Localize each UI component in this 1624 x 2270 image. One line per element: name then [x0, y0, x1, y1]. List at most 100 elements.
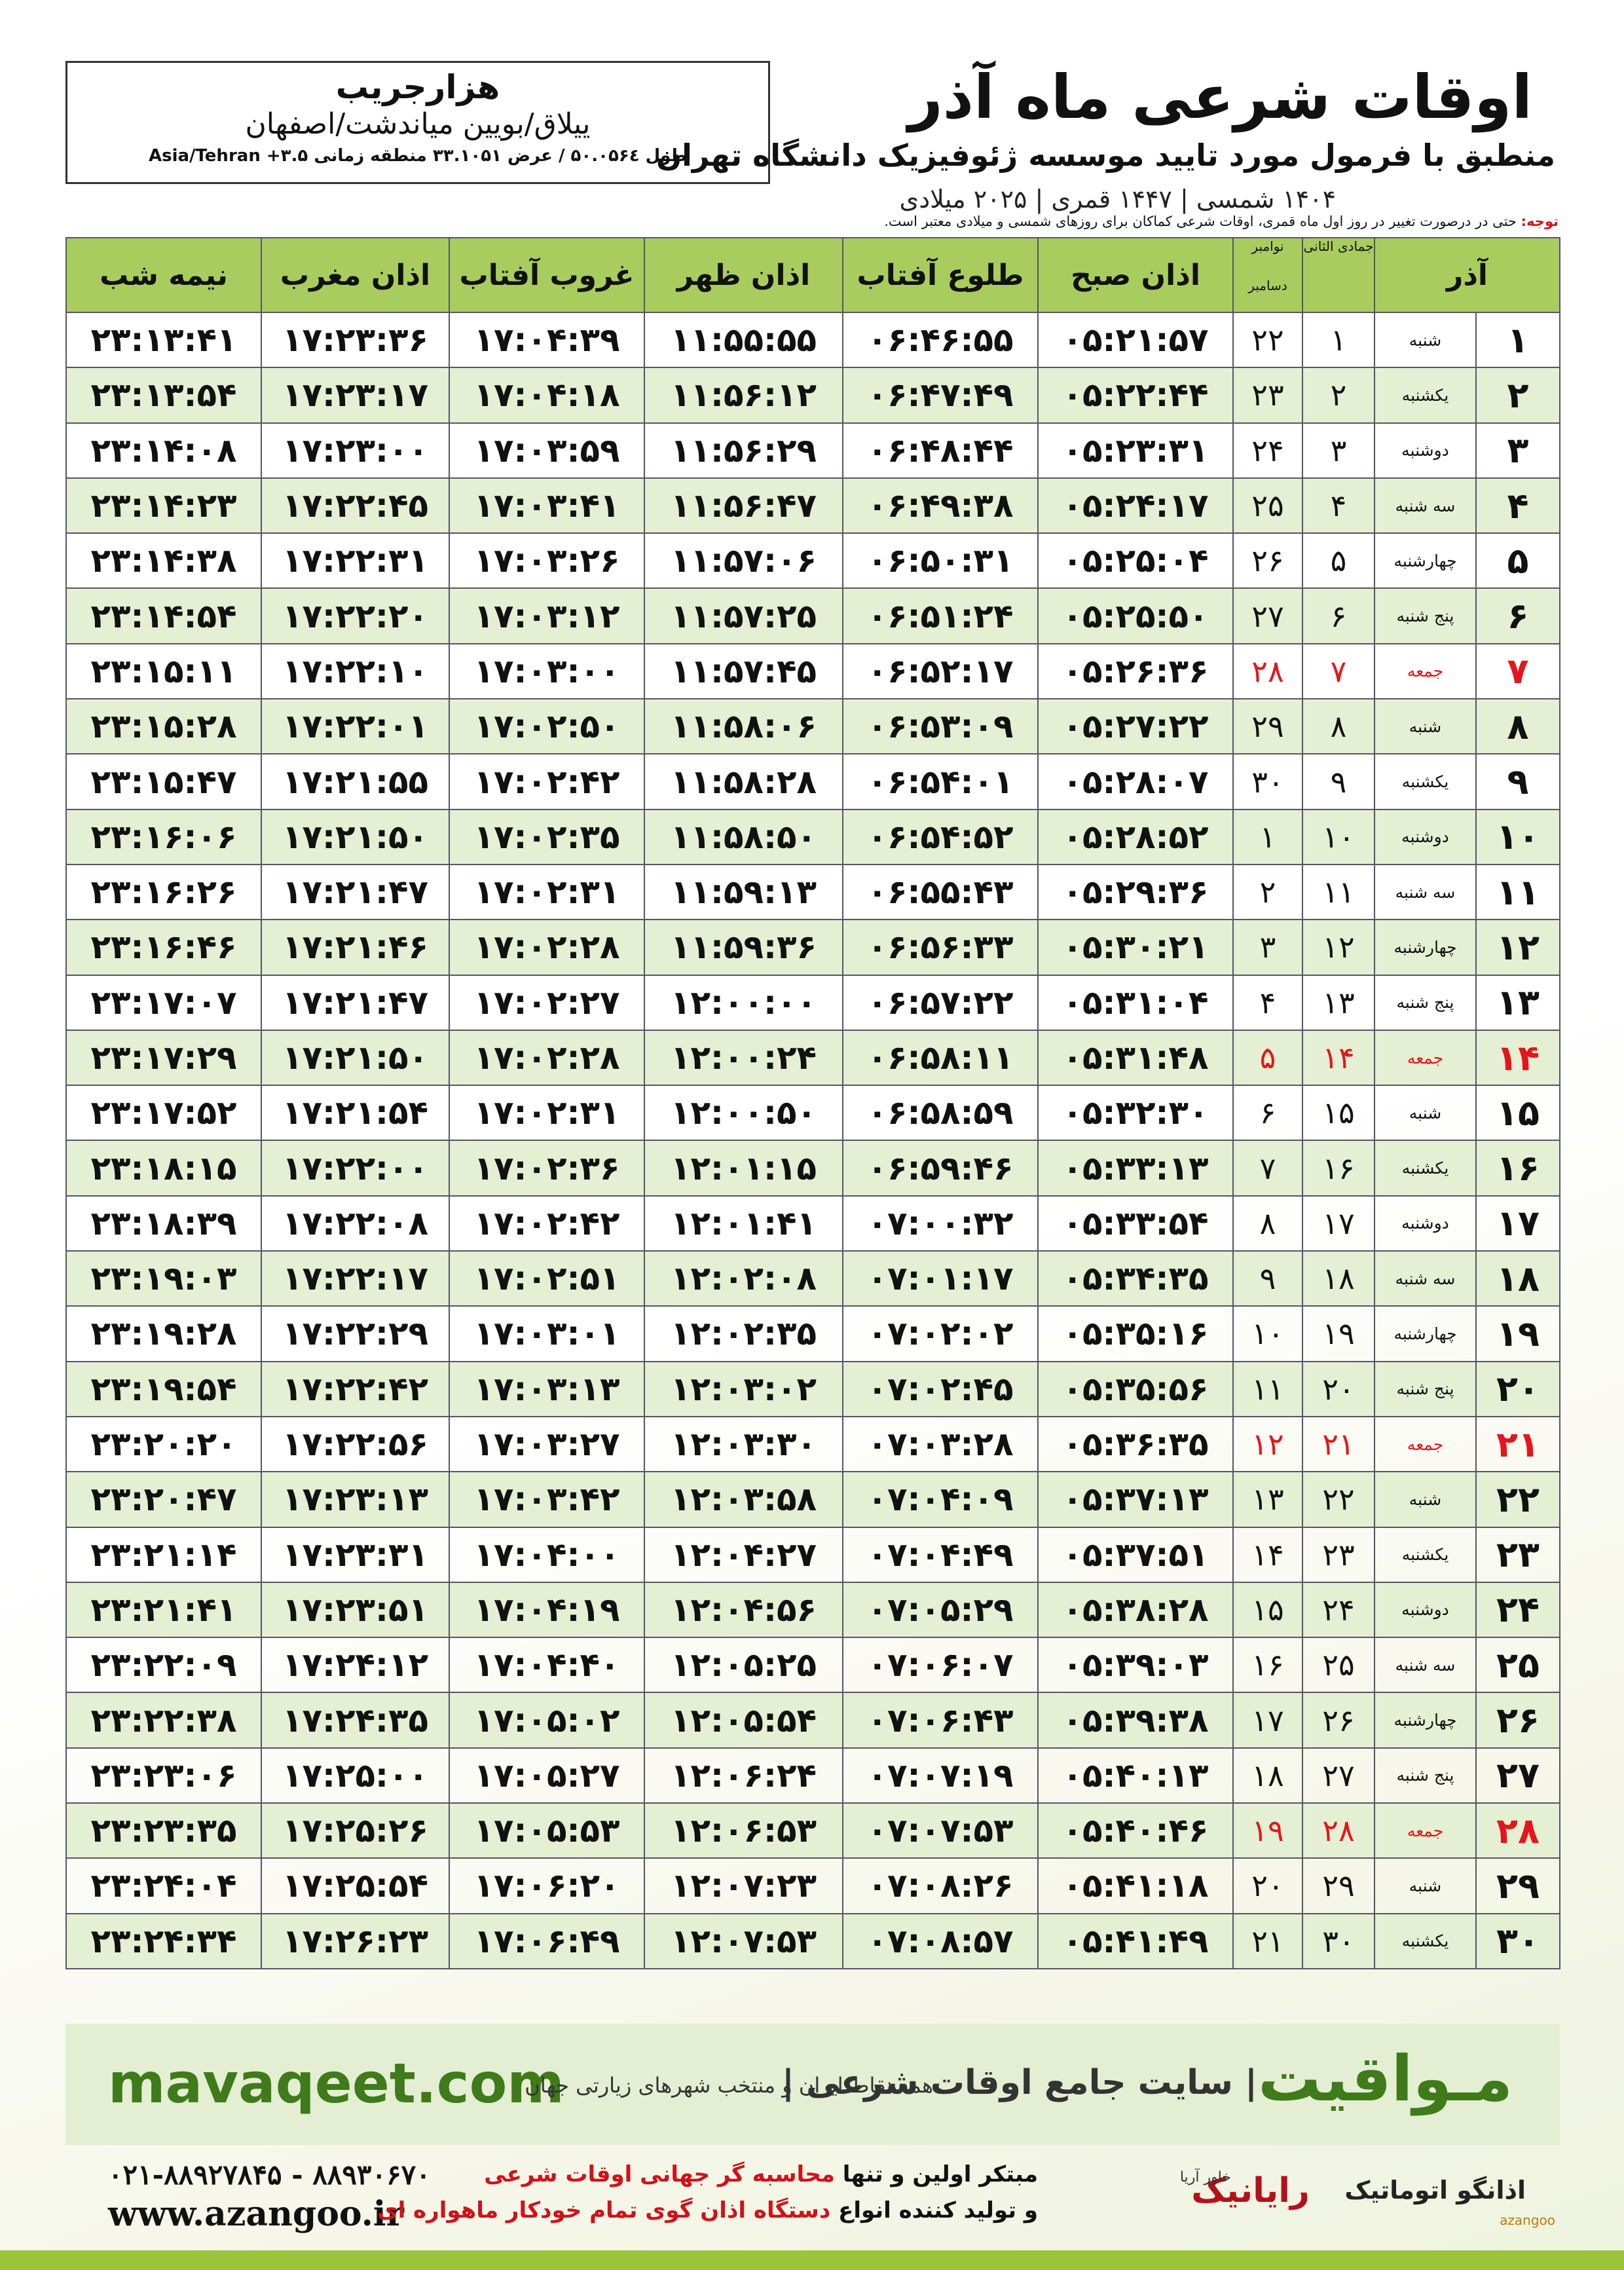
fajr: ۰۵:۲۳:۳۱ [1037, 422, 1234, 479]
sunset: ۱۷:۰۲:۳۱ [449, 1085, 645, 1142]
dhuhr: ۱۲:۰۷:۲۳ [644, 1857, 843, 1914]
brand: مـواقیت [1257, 2042, 1513, 2115]
sunrise: ۰۷:۰۴:۴۹ [842, 1526, 1039, 1583]
day-row: ۱۵ شنبه ۱۵ ۶ ۰۵:۳۲:۳۰ ۰۶:۵۸:۵۹ ۱۲:۰۰:۵۰ ۱۷:۰۲:۳… [65, 1085, 1560, 1142]
weekday: یکشنبه [1374, 367, 1477, 424]
maghrib: ۱۷:۲۲:۱۰ [261, 642, 450, 700]
sunset: ۱۷:۰۶:۲۰ [449, 1857, 645, 1914]
sunrise: ۰۷:۰۷:۵۳ [842, 1802, 1039, 1859]
gregorian-day: ۱۰ [1232, 1305, 1303, 1362]
midnight: ۲۳:۱۵:۲۸ [65, 698, 262, 755]
sunrise: ۰۷:۰۶:۰۷ [842, 1637, 1039, 1694]
hijri-day: ۲۰ [1302, 1360, 1375, 1417]
midnight: ۲۳:۱۳:۵۴ [65, 367, 262, 424]
dhuhr: ۱۱:۵۶:۱۲ [644, 367, 843, 424]
midnight: ۲۳:۲۳:۳۵ [65, 1802, 262, 1859]
day-row: ۱۴ جمعه ۱۴ ۵ ۰۵:۳۱:۴۸ ۰۶:۵۸:۱۱ ۱۲:۰۰:۲۴ ۱۷:۰۲:۲… [65, 1029, 1560, 1087]
dhuhr: ۱۱:۵۸:۲۸ [644, 753, 843, 810]
maghrib: ۱۷:۲۲:۴۵ [261, 477, 450, 534]
sunset: ۱۷:۰۳:۵۹ [449, 422, 645, 479]
midnight: ۲۳:۱۷:۰۷ [65, 974, 262, 1031]
midnight: ۲۳:۲۴:۳۴ [65, 1912, 262, 1969]
gregorian-day: ۱۳ [1232, 1471, 1303, 1528]
day-row: ۲۷ پنج شنبه ۲۷ ۱۸ ۰۵:۴۰:۱۳ ۰۷:۰۷:۱۹ ۱۲:۰۶:۲۴ ۱۷… [65, 1747, 1560, 1804]
weekday: چهارشنبه [1374, 1305, 1477, 1362]
sunrise: ۰۶:۴۶:۵۵ [842, 311, 1039, 369]
column-header: اذان ظهر [644, 237, 843, 313]
gregorian-day: ۱۹ [1232, 1802, 1303, 1859]
gregorian-day: ۷ [1232, 1140, 1303, 1197]
sunrise: ۰۷:۰۰:۳۲ [842, 1195, 1039, 1252]
day-row: ۲۸ جمعه ۲۸ ۱۹ ۰۵:۴۰:۴۶ ۰۷:۰۷:۵۳ ۱۲:۰۶:۵۳ ۱۷:۰۵:… [65, 1802, 1560, 1859]
logo-sub: azangoo [1500, 2212, 1555, 2228]
day-row: ۷ جمعه ۷ ۲۸ ۰۵:۲۶:۳۶ ۰۶:۵۲:۱۷ ۱۱:۵۷:۴۵ ۱۷:۰۳:۰۰… [65, 642, 1560, 700]
sunset: ۱۷:۰۳:۰۰ [449, 642, 645, 700]
sunset: ۱۷:۰۳:۱۳ [449, 1360, 645, 1417]
dhuhr: ۱۲:۰۵:۵۴ [644, 1692, 843, 1749]
midnight: ۲۳:۱۹:۵۴ [65, 1360, 262, 1417]
weekday: شنبه [1374, 311, 1477, 369]
day: ۲۷ [1475, 1747, 1560, 1804]
bottom-bar [0, 2250, 1624, 2270]
gregorian-day: ۲۰ [1232, 1857, 1303, 1914]
midnight: ۲۳:۱۴:۳۸ [65, 532, 262, 589]
sunset: ۱۷:۰۲:۳۵ [449, 808, 645, 865]
phone: ۰۲۱-۸۸۹۲۷۸۴۵ - ۸۸۹۳۰۶۷۰ [108, 2159, 431, 2191]
day: ۱ [1475, 311, 1560, 369]
day-row: ۱۶ یکشنبه ۱۶ ۷ ۰۵:۳۳:۱۳ ۰۶:۵۹:۴۶ ۱۲:۰۱:۱۵ ۱۷:۰۲… [65, 1140, 1560, 1197]
day: ۶ [1475, 587, 1560, 644]
gregorian-day: ۲۸ [1232, 642, 1303, 700]
weekday: سه شنبه [1374, 477, 1477, 534]
weekday: جمعه [1374, 642, 1477, 700]
site: mavaqeet.com [108, 2051, 564, 2115]
hijri-day: ۳ [1302, 422, 1375, 479]
day-row: ۲۶ چهارشنبه ۲۶ ۱۷ ۰۵:۳۹:۳۸ ۰۷:۰۶:۴۳ ۱۲:۰۵:۵۴ ۱۷… [65, 1692, 1560, 1749]
day-row: ۲۲ شنبه ۲۲ ۱۳ ۰۵:۳۷:۱۳ ۰۷:۰۴:۰۹ ۱۲:۰۳:۵۸ ۱۷:۰۳:… [65, 1471, 1560, 1528]
sunset: ۱۷:۰۵:۲۷ [449, 1747, 645, 1804]
fajr: ۰۵:۴۱:۴۹ [1037, 1912, 1234, 1969]
dhuhr: ۱۲:۰۶:۵۳ [644, 1802, 843, 1859]
column-header: اذان صبح [1037, 237, 1234, 313]
fajr: ۰۵:۳۰:۲۱ [1037, 919, 1234, 976]
sunset: ۱۷:۰۲:۴۲ [449, 753, 645, 810]
day: ۱۶ [1475, 1140, 1560, 1197]
fajr: ۰۵:۳۲:۳۰ [1037, 1085, 1234, 1142]
hijri-day: ۵ [1302, 532, 1375, 589]
day: ۹ [1475, 753, 1560, 810]
weekday: شنبه [1374, 698, 1477, 755]
day-row: ۶ پنج شنبه ۶ ۲۷ ۰۵:۲۵:۵۰ ۰۶:۵۱:۲۴ ۱۱:۵۷:۲۵ ۱۷:۰… [65, 587, 1560, 644]
day: ۷ [1475, 642, 1560, 700]
logo-sub: خاور آریا [1179, 2169, 1231, 2186]
gregorian-day: ۲۶ [1232, 532, 1303, 589]
hijri-day: ۱۰ [1302, 808, 1375, 865]
midnight: ۲۳:۱۹:۰۳ [65, 1250, 262, 1307]
dhuhr: ۱۲:۰۱:۴۱ [644, 1195, 843, 1252]
sunset: ۱۷:۰۵:۰۲ [449, 1692, 645, 1749]
note-text: حتی در درصورت تغییر در روز اول ماه قمری،… [884, 214, 1517, 229]
day-row: ۱۲ چهارشنبه ۱۲ ۳ ۰۵:۳۰:۲۱ ۰۶:۵۶:۳۳ ۱۱:۵۹:۳۶ ۱۷:… [65, 919, 1560, 976]
day: ۱۵ [1475, 1085, 1560, 1142]
dhuhr: ۱۲:۰۲:۰۸ [644, 1250, 843, 1307]
sunrise: ۰۶:۵۳:۰۹ [842, 698, 1039, 755]
fajr: ۰۵:۲۷:۲۲ [1037, 698, 1234, 755]
sunrise: ۰۷:۰۱:۱۷ [842, 1250, 1039, 1307]
sunrise: ۰۶:۴۸:۴۴ [842, 422, 1039, 479]
sunset: ۱۷:۰۲:۵۰ [449, 698, 645, 755]
sunset: ۱۷:۰۳:۴۲ [449, 1471, 645, 1528]
dhuhr: ۱۲:۰۴:۵۶ [644, 1581, 843, 1639]
logo: رایانیک [1191, 2171, 1310, 2210]
hijri-day: ۱۴ [1302, 1029, 1375, 1087]
weekday: جمعه [1374, 1415, 1477, 1473]
fajr: ۰۵:۲۲:۴۴ [1037, 367, 1234, 424]
fajr: ۰۵:۳۶:۳۵ [1037, 1415, 1234, 1473]
column-header-bottom: دسامبر [1248, 278, 1287, 293]
table-body: ۱ شنبه ۱ ۲۲ ۰۵:۲۱:۵۷ ۰۶:۴۶:۵۵ ۱۱:۵۵:۵۵ ۱۷:۰۴:۳۹… [65, 311, 1560, 1969]
midnight: ۲۳:۱۳:۴۱ [65, 311, 262, 369]
hijri-day: ۲۴ [1302, 1581, 1375, 1639]
maghrib: ۱۷:۲۳:۳۶ [261, 311, 450, 369]
midnight: ۲۳:۱۷:۵۲ [65, 1085, 262, 1142]
day-row: ۱۹ چهارشنبه ۱۹ ۱۰ ۰۵:۳۵:۱۶ ۰۷:۰۲:۰۲ ۱۲:۰۲:۳۵ ۱۷… [65, 1305, 1560, 1362]
weekday: یکشنبه [1374, 1526, 1477, 1583]
footer-band [65, 2024, 1560, 2145]
weekday: شنبه [1374, 1857, 1477, 1914]
